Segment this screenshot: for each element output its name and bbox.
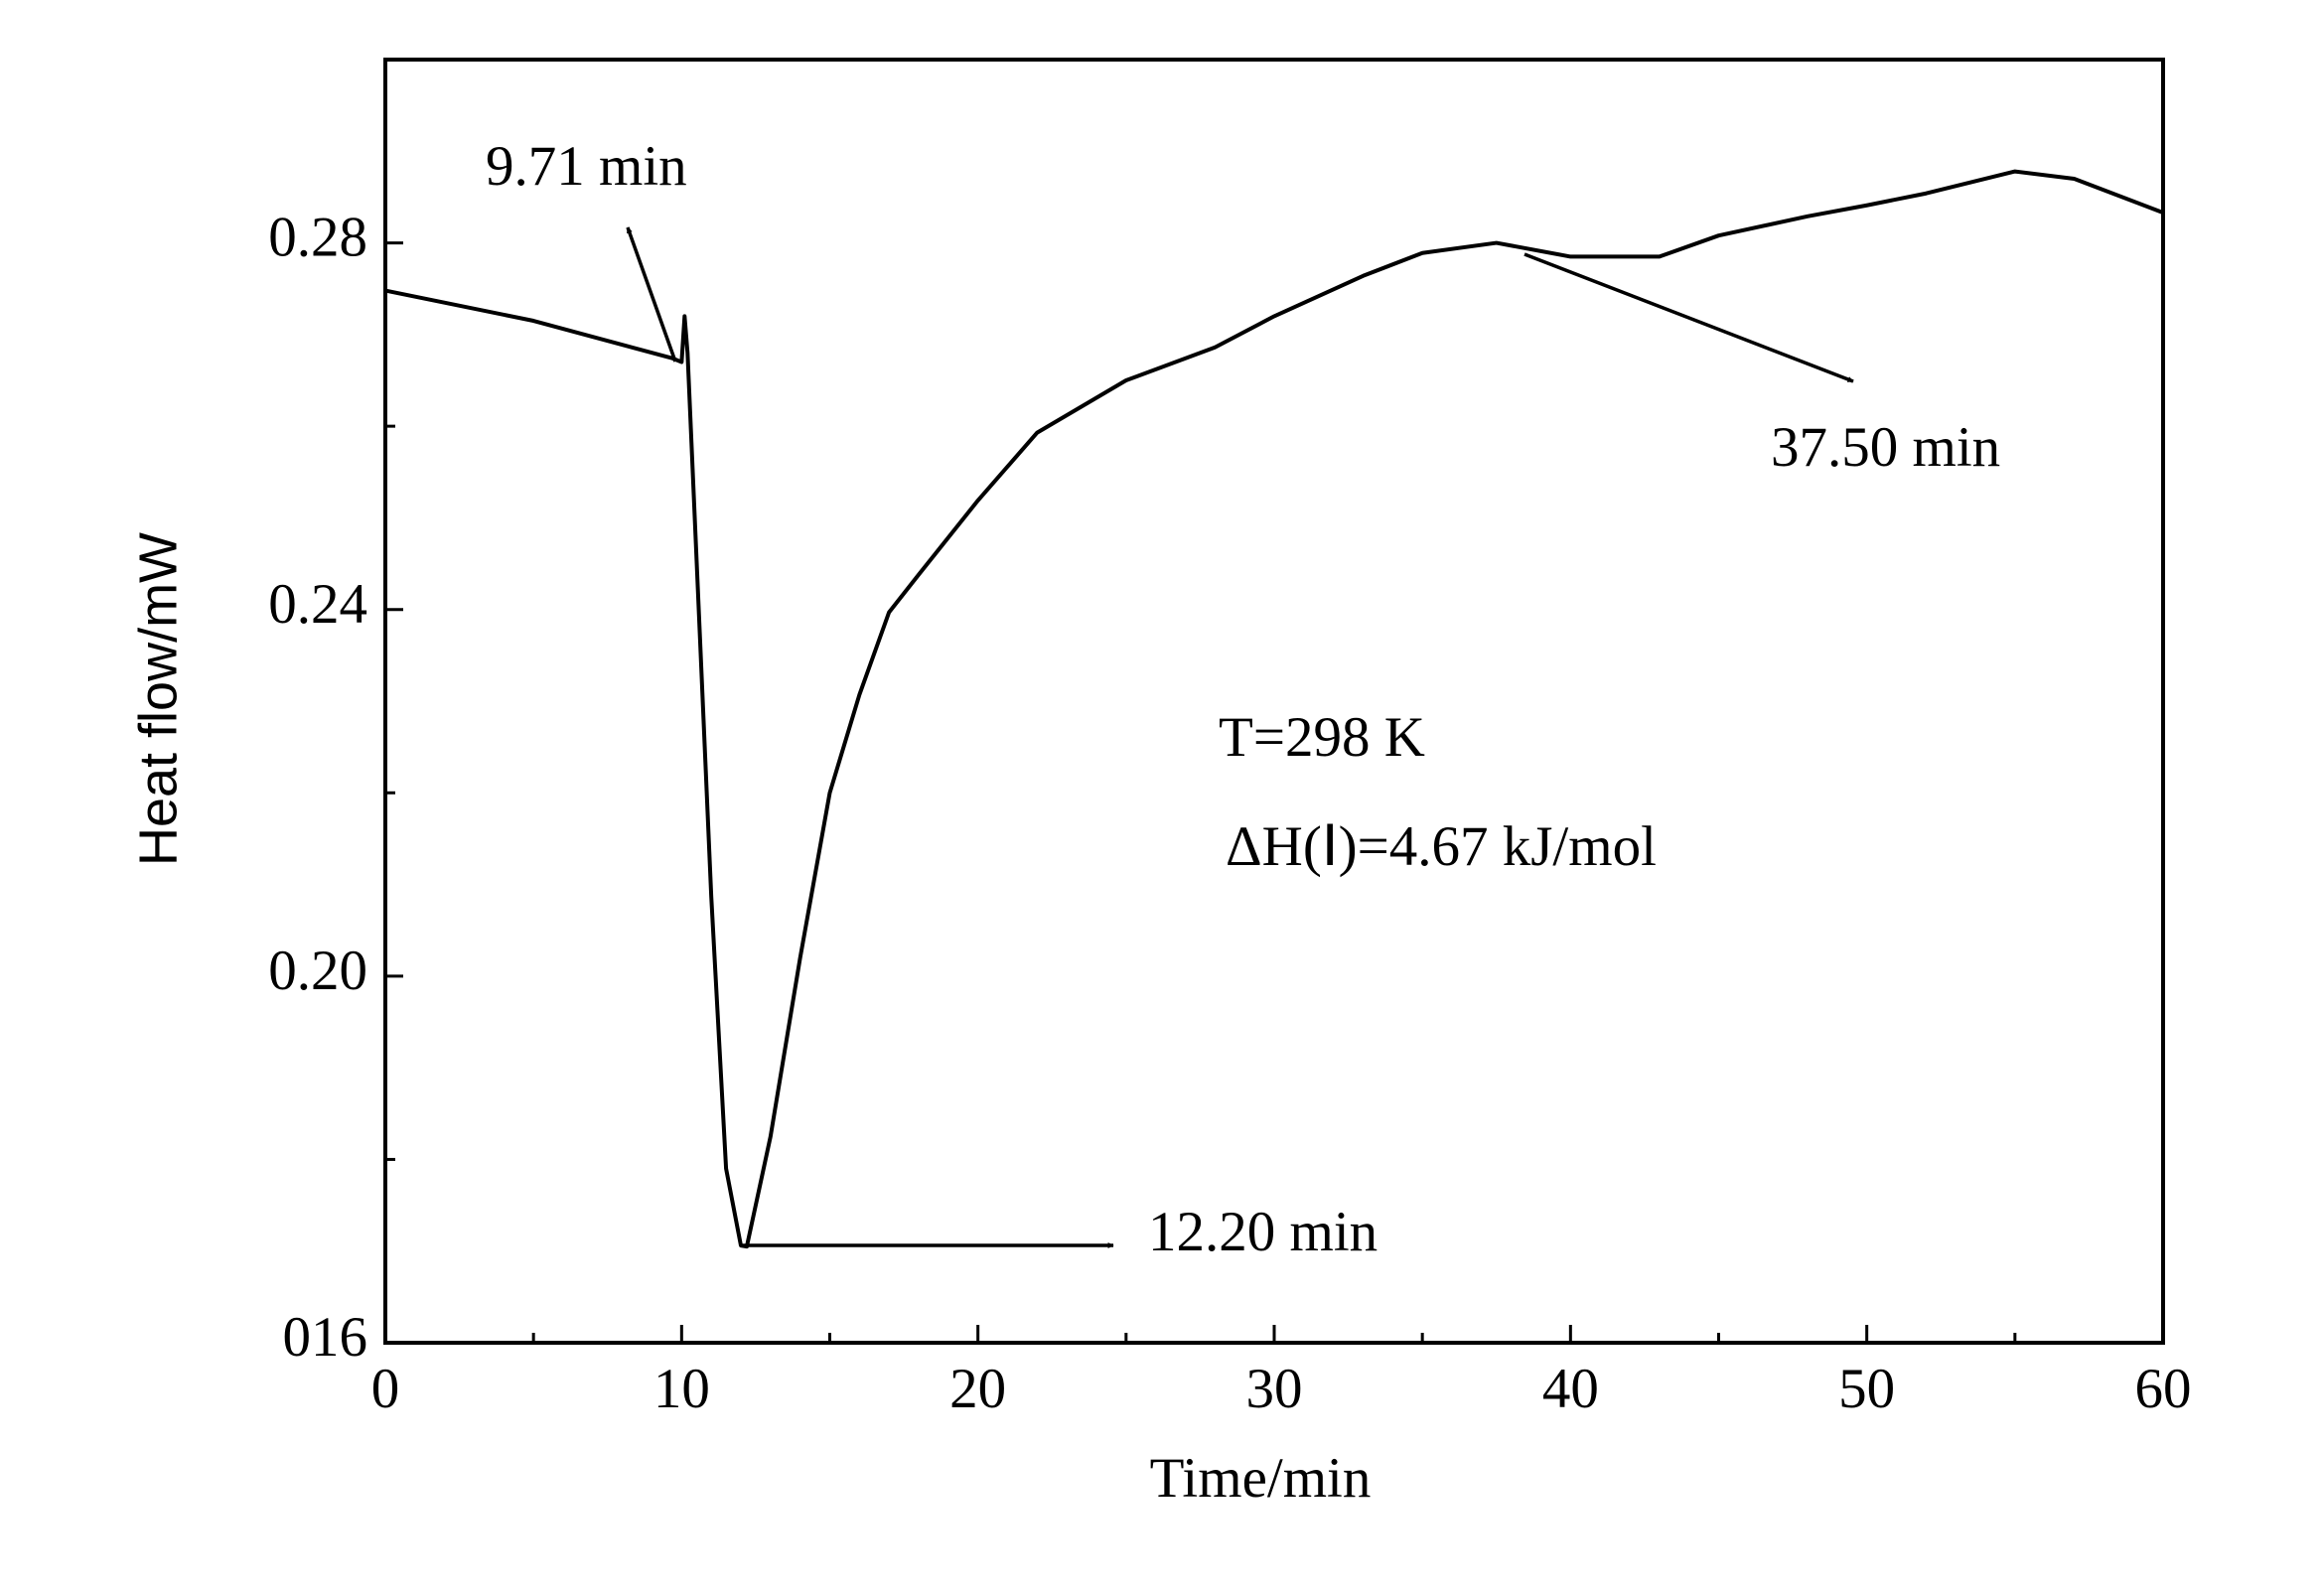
y-tick-label: 0.20: [268, 940, 367, 1002]
line-series: [384, 169, 2164, 1249]
annotation: 37.50 min: [1771, 416, 2000, 479]
arrows: [626, 226, 1854, 1248]
arrow: [1523, 252, 1854, 383]
annotation: T=298 K: [1219, 706, 1425, 769]
x-tick-label: 0: [371, 1358, 400, 1420]
x-tick-label: 40: [1542, 1358, 1599, 1420]
x-tick-label: 50: [1838, 1358, 1895, 1420]
x-tick-label: 30: [1246, 1358, 1303, 1420]
plot-frame: [383, 58, 2165, 1345]
annotation: 9.71 min: [486, 135, 687, 198]
y-tick-label: 016: [283, 1306, 368, 1369]
annotation: 12.20 min: [1148, 1201, 1378, 1263]
x-tick-label: 20: [949, 1358, 1006, 1420]
annotation: ΔH(Ⅰ)=4.67 kJ/mol: [1226, 815, 1657, 878]
y-tick-label: 0.28: [268, 207, 367, 269]
x-tick-label: 60: [2135, 1358, 2192, 1420]
x-axis-title: Time/min: [1150, 1447, 1372, 1510]
y-tick-label: 0.24: [268, 573, 367, 636]
arrow: [626, 226, 677, 363]
x-tick-label: 10: [653, 1358, 710, 1420]
y-axis-title: Heat flow/mW: [128, 532, 188, 866]
